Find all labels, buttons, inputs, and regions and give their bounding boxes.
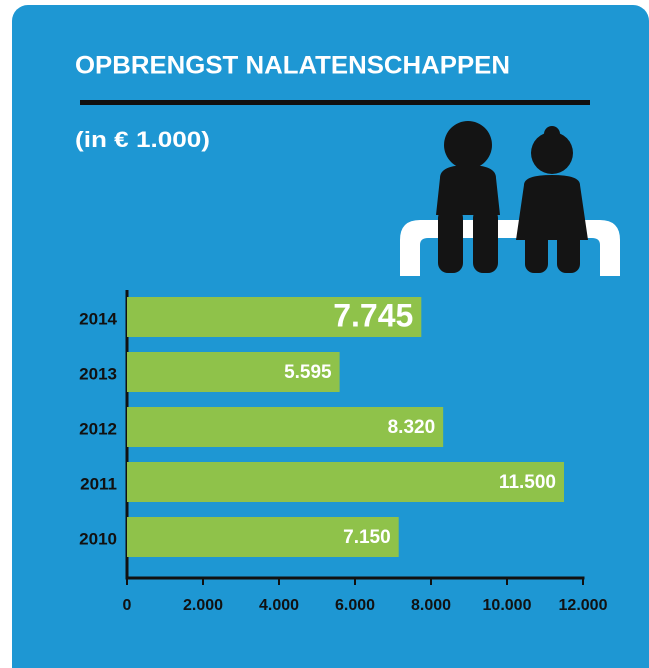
x-tick-label: 10.000 xyxy=(483,597,532,614)
bar xyxy=(127,517,399,557)
bar xyxy=(127,297,422,337)
title-rule xyxy=(80,100,590,105)
x-tick-label: 6.000 xyxy=(335,597,375,614)
value-label: 7.745 xyxy=(333,297,413,333)
value-label: 7.150 xyxy=(343,527,391,548)
y-tick-label: 2013 xyxy=(79,364,117,383)
y-tick-label: 2014 xyxy=(79,309,117,328)
x-tick-label: 4.000 xyxy=(259,597,299,614)
x-tick-label: 0 xyxy=(123,597,132,614)
x-tick-label: 12.000 xyxy=(559,597,608,614)
bench-icon xyxy=(400,121,620,276)
y-tick-label: 2012 xyxy=(79,419,117,438)
x-tick-label: 2.000 xyxy=(183,597,223,614)
x-tick-label: 8.000 xyxy=(411,597,451,614)
value-label: 8.320 xyxy=(388,417,436,438)
y-tick-label: 2011 xyxy=(80,474,117,493)
bar xyxy=(127,352,340,392)
bar xyxy=(127,407,444,447)
value-label: 11.500 xyxy=(499,472,556,493)
chart-subtitle: (in € 1.000) xyxy=(75,127,210,152)
bar xyxy=(127,462,564,502)
value-label: 5.595 xyxy=(284,362,332,383)
y-tick-label: 2010 xyxy=(79,529,117,548)
chart-title: OPBRENGST NALATENSCHAPPEN xyxy=(75,52,510,80)
